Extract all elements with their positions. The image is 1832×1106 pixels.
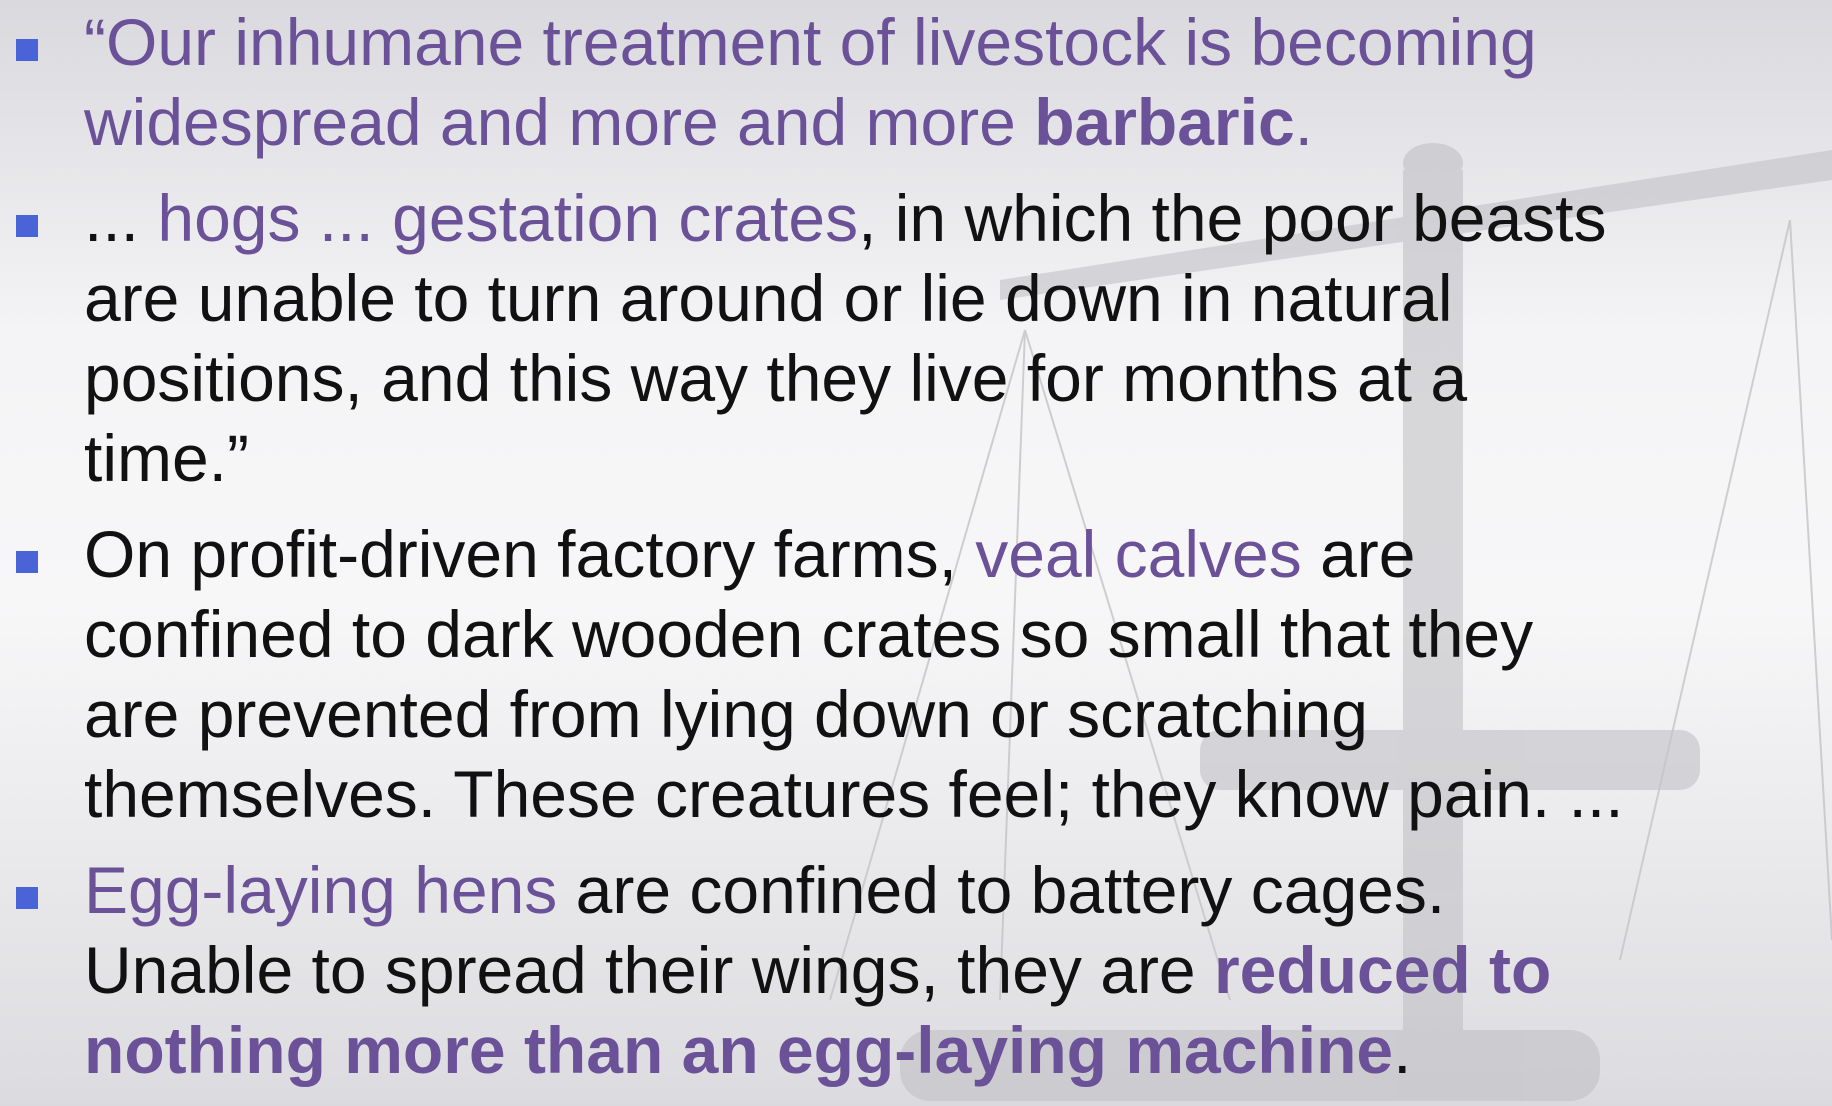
bullet: ... hogs ... gestation crates, in which … xyxy=(0,178,1832,498)
text-highlight: Egg-laying hens xyxy=(84,853,557,927)
text-line: are unable to turn around or lie down in… xyxy=(84,258,1832,338)
text: time.” xyxy=(84,421,249,495)
bullet: Egg-laying hens are confined to battery … xyxy=(0,850,1832,1090)
text: themselves. These creatures feel; they k… xyxy=(84,757,1624,831)
text: positions, and this way they live for mo… xyxy=(84,341,1467,415)
slide: “Our inhumane treatment of livestock is … xyxy=(0,0,1832,1101)
text: confined to dark wooden crates so small … xyxy=(84,597,1533,671)
bullet-marker xyxy=(16,39,38,61)
text: are xyxy=(1302,517,1416,591)
bullet: “Our inhumane treatment of livestock is … xyxy=(0,2,1832,162)
bullet-marker xyxy=(16,551,38,573)
text-highlight: veal calves xyxy=(975,517,1302,591)
text: , in which the poor beasts xyxy=(858,181,1606,255)
text: are prevented from lying down or scratch… xyxy=(84,677,1368,751)
text: On profit-driven factory farms, xyxy=(84,517,975,591)
bullet-list: “Our inhumane treatment of livestock is … xyxy=(0,2,1832,1106)
text-line: Egg-laying hens are confined to battery … xyxy=(84,850,1832,930)
text-line: are prevented from lying down or scratch… xyxy=(84,674,1832,754)
bullet-marker xyxy=(16,887,38,909)
text-emphasis: reduced to xyxy=(1214,933,1551,1007)
text: ... xyxy=(84,181,157,255)
text-line: confined to dark wooden crates so small … xyxy=(84,594,1832,674)
text: are confined to battery cages. xyxy=(557,853,1445,927)
text: “Our inhumane treatment of livestock is … xyxy=(84,5,1537,79)
bullet: On profit-driven factory farms, veal cal… xyxy=(0,514,1832,834)
text-emphasis: barbaric xyxy=(1034,85,1294,159)
text-line: positions, and this way they live for mo… xyxy=(84,338,1832,418)
text: . xyxy=(1393,1013,1411,1087)
text-line: ... hogs ... gestation crates, in which … xyxy=(84,178,1832,258)
text-highlight: hogs ... gestation crates xyxy=(157,181,858,255)
text-emphasis: nothing more than an egg-laying machine xyxy=(84,1013,1393,1087)
text-line: Unable to spread their wings, they are r… xyxy=(84,930,1832,1010)
text-line: widespread and more and more barbaric. xyxy=(84,82,1832,162)
bullet-marker xyxy=(16,215,38,237)
text: widespread and more and more xyxy=(84,85,1034,159)
text-line: nothing more than an egg-laying machine. xyxy=(84,1010,1832,1090)
text: . xyxy=(1295,85,1313,159)
text: are unable to turn around or lie down in… xyxy=(84,261,1453,335)
text-line: time.” xyxy=(84,418,1832,498)
text: Unable to spread their wings, they are xyxy=(84,933,1214,1007)
text-line: themselves. These creatures feel; they k… xyxy=(84,754,1832,834)
text-line: “Our inhumane treatment of livestock is … xyxy=(84,2,1832,82)
text-line: On profit-driven factory farms, veal cal… xyxy=(84,514,1832,594)
